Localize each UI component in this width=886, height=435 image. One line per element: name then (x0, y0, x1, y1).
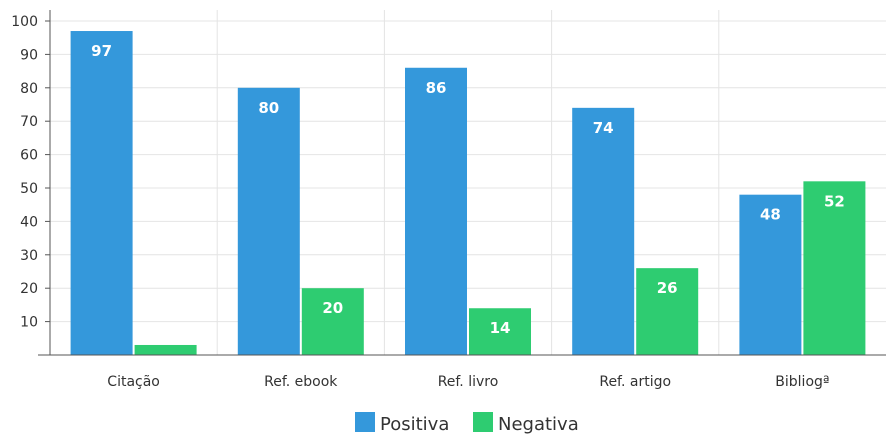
y-tick-label: 10 (20, 315, 38, 331)
bar-negativa-2[interactable] (301, 288, 364, 355)
x-category-label: Ref. ebook (264, 374, 338, 390)
y-tick-label: 30 (20, 248, 38, 264)
grid-lines (50, 10, 886, 355)
legend-swatch-negativa[interactable] (473, 412, 493, 432)
y-axis-ticks: 10 20 30 40 50 60 70 80 90 100 (11, 14, 38, 331)
data-label-positiva-1: 97 (91, 42, 112, 60)
x-category-label: Ref. livro (438, 374, 499, 390)
data-labels: 97 80 20 86 14 74 26 48 52 (91, 42, 845, 337)
y-tick-label: 40 (20, 214, 38, 230)
data-label-positiva-4: 74 (593, 119, 614, 137)
x-category-label: Bibliogª (775, 374, 829, 390)
y-tick-label: 70 (20, 114, 38, 130)
data-label-positiva-3: 86 (426, 79, 447, 97)
y-tick-label: 100 (11, 14, 38, 30)
legend-label-positiva[interactable]: Positiva (380, 414, 449, 435)
y-tick-label: 80 (20, 81, 38, 97)
y-tick-label: 90 (20, 47, 38, 63)
bar-positiva-5[interactable] (739, 194, 802, 355)
legend: Positiva Negativa (355, 412, 579, 435)
bar-negativa-3[interactable] (469, 308, 531, 355)
bars (70, 31, 866, 356)
data-label-negativa-4: 26 (657, 279, 678, 297)
x-axis-categories: Citação Ref. ebook Ref. livro Ref. artigo Bi… (107, 374, 829, 390)
axes (38, 10, 886, 356)
bar-positiva-1[interactable] (70, 31, 133, 356)
bar-positiva-4[interactable] (572, 107, 635, 355)
data-label-negativa-2: 20 (322, 299, 343, 317)
data-label-negativa-5: 52 (824, 192, 845, 210)
bar-positiva-3[interactable] (405, 67, 467, 355)
data-label-positiva-2: 80 (258, 99, 279, 117)
x-category-label: Citação (107, 374, 160, 390)
bar-negativa-5[interactable] (803, 181, 866, 355)
x-category-label: Ref. artigo (599, 374, 671, 390)
bar-negativa-1[interactable] (134, 344, 197, 355)
legend-swatch-positiva[interactable] (355, 412, 375, 432)
bar-positiva-2[interactable] (237, 87, 300, 356)
y-tick-label: 50 (20, 181, 38, 197)
y-tick-label: 20 (20, 281, 38, 297)
data-label-positiva-5: 48 (760, 206, 781, 224)
bar-negativa-4[interactable] (636, 268, 699, 355)
legend-label-negativa[interactable]: Negativa (498, 414, 579, 435)
data-label-negativa-3: 14 (490, 319, 511, 337)
y-tick-label: 60 (20, 148, 38, 164)
